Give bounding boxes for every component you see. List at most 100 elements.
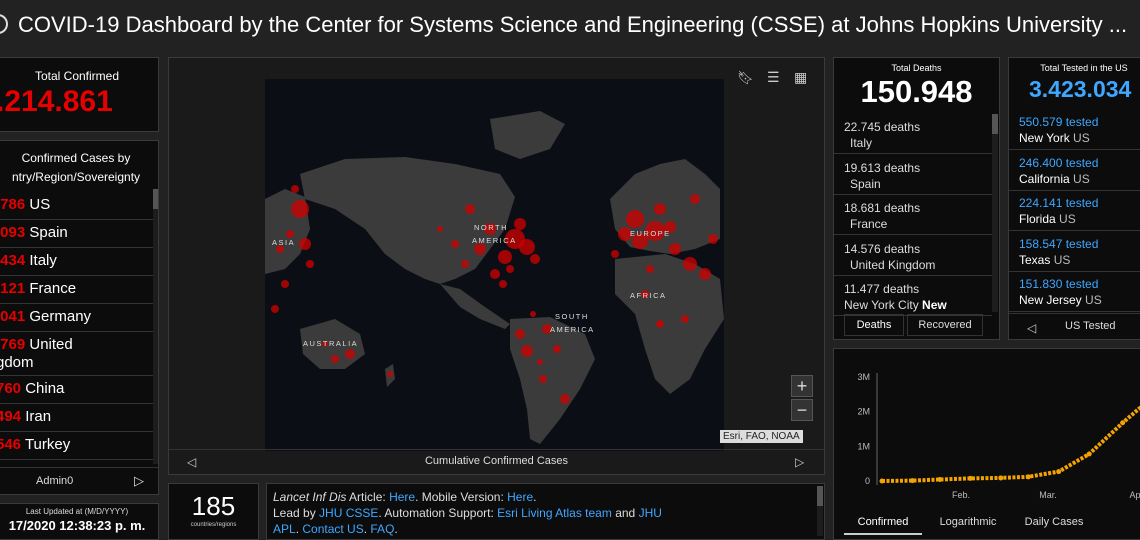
prev-arrow-icon[interactable]: ◁: [1027, 321, 1037, 335]
data-point[interactable]: [967, 475, 973, 481]
case-marker[interactable]: [387, 371, 393, 377]
tab-logarithmic[interactable]: Logarithmic: [939, 516, 997, 528]
deaths-list-item[interactable]: 18.681 deaths France: [834, 195, 992, 235]
tested-list-item[interactable]: 151.830 tested New Jersey US: [1009, 272, 1140, 312]
case-marker[interactable]: [683, 257, 697, 271]
case-marker[interactable]: [664, 221, 676, 233]
data-point[interactable]: [1056, 469, 1062, 475]
case-marker[interactable]: [461, 260, 469, 268]
case-marker[interactable]: [626, 210, 644, 228]
case-marker[interactable]: [521, 345, 533, 357]
tested-list-item[interactable]: 224.141 tested Florida US: [1009, 191, 1140, 231]
case-marker[interactable]: [514, 218, 526, 230]
contact-link[interactable]: Contact US: [302, 522, 364, 536]
next-arrow-icon[interactable]: ▷: [795, 455, 805, 469]
case-marker[interactable]: [654, 203, 666, 215]
country-list-item[interactable]: .041 Germany: [0, 304, 153, 332]
case-marker[interactable]: [291, 200, 309, 218]
case-marker[interactable]: [530, 254, 540, 264]
case-marker[interactable]: [499, 280, 507, 288]
data-point[interactable]: [1025, 474, 1031, 480]
country-list-item[interactable]: 494 Iran: [0, 404, 153, 432]
country-list-item[interactable]: .121 France: [0, 276, 153, 304]
case-marker[interactable]: [646, 265, 654, 273]
deaths-list-item[interactable]: 19.613 deaths Spain: [834, 155, 992, 195]
jhu-csse-link[interactable]: JHU CSSE: [319, 506, 379, 520]
qr-code-icon[interactable]: ▦: [794, 69, 808, 85]
case-marker[interactable]: [645, 221, 665, 241]
case-marker[interactable]: [519, 239, 535, 255]
country-list-scrollbar[interactable]: [153, 189, 158, 464]
country-list-item[interactable]: .093 Spain: [0, 220, 153, 248]
zoom-in-button[interactable]: +: [791, 375, 813, 397]
country-list-item[interactable]: 760 China: [0, 376, 153, 404]
list-icon[interactable]: ☰: [767, 69, 780, 85]
case-marker[interactable]: [345, 349, 355, 359]
map-view[interactable]: ASIA NORTH AMERICA EUROPE AFRICA SOUTH A…: [265, 79, 724, 451]
case-marker[interactable]: [542, 324, 552, 334]
case-marker[interactable]: [632, 233, 648, 249]
case-marker[interactable]: [286, 230, 294, 238]
data-point[interactable]: [879, 478, 885, 484]
case-marker[interactable]: [611, 250, 619, 258]
case-marker[interactable]: [539, 375, 547, 383]
tested-list-item[interactable]: 158.547 tested Texas US: [1009, 232, 1140, 272]
data-point[interactable]: [937, 477, 943, 483]
tested-list-item[interactable]: 550.579 tested New York US: [1009, 110, 1140, 150]
tab-deaths[interactable]: Deaths: [844, 314, 904, 336]
case-marker[interactable]: [506, 265, 514, 273]
case-marker[interactable]: [618, 227, 632, 241]
scrollbar-thumb[interactable]: [153, 189, 158, 209]
case-marker[interactable]: [474, 243, 486, 255]
deaths-scrollbar[interactable]: [992, 114, 998, 312]
case-marker[interactable]: [560, 394, 570, 404]
bookmark-icon[interactable]: 🔖︎: [737, 70, 754, 85]
case-marker[interactable]: [306, 260, 314, 268]
case-marker[interactable]: [708, 234, 718, 244]
case-marker[interactable]: [322, 341, 328, 347]
tab-daily-cases[interactable]: Daily Cases: [1024, 516, 1084, 528]
scrollbar-thumb[interactable]: [992, 114, 998, 134]
case-marker[interactable]: [669, 243, 681, 255]
apl-link[interactable]: APL: [273, 522, 296, 536]
case-marker[interactable]: [465, 204, 475, 214]
case-marker[interactable]: [451, 240, 459, 248]
case-marker[interactable]: [530, 311, 536, 317]
tested-list-item[interactable]: 246.400 tested California US: [1009, 151, 1140, 191]
menu-icon[interactable]: [0, 14, 8, 34]
data-point[interactable]: [998, 475, 1004, 481]
data-point[interactable]: [909, 478, 915, 484]
case-marker[interactable]: [690, 194, 700, 204]
tab-us-tested[interactable]: US Tested: [1065, 320, 1116, 332]
world-map[interactable]: [265, 79, 724, 451]
mobile-version-link[interactable]: Here: [507, 490, 534, 504]
zoom-out-button[interactable]: −: [791, 399, 813, 421]
case-marker[interactable]: [681, 315, 689, 323]
case-marker[interactable]: [291, 185, 299, 193]
next-arrow-icon[interactable]: ▷: [134, 473, 144, 488]
esri-link[interactable]: Esri Living Atlas team: [497, 506, 612, 520]
case-marker[interactable]: [515, 329, 525, 339]
case-marker[interactable]: [271, 305, 279, 313]
data-point[interactable]: [1086, 451, 1092, 457]
case-marker[interactable]: [656, 320, 664, 328]
tab-confirmed[interactable]: Confirmed: [844, 511, 922, 535]
admin0-tab[interactable]: Admin0: [36, 475, 74, 487]
case-marker[interactable]: [331, 355, 339, 363]
scrollbar-thumb[interactable]: [817, 486, 823, 506]
faq-link[interactable]: FAQ: [370, 522, 395, 536]
case-marker[interactable]: [641, 290, 649, 298]
case-marker[interactable]: [484, 223, 496, 235]
info-scrollbar[interactable]: [817, 486, 823, 536]
jhu-link[interactable]: JHU: [638, 506, 662, 520]
case-marker[interactable]: [437, 226, 443, 232]
country-list-item[interactable]: 546 Turkey: [0, 432, 153, 460]
data-point[interactable]: [1120, 420, 1126, 426]
case-marker[interactable]: [498, 250, 512, 264]
case-marker[interactable]: [490, 269, 500, 279]
deaths-list-item[interactable]: 11.477 deaths New York City New: [834, 276, 992, 316]
case-marker[interactable]: [699, 268, 711, 280]
country-list-item[interactable]: .769 Unitedgdom: [0, 332, 153, 376]
deaths-list-item[interactable]: 22.745 deaths Italy: [834, 114, 992, 154]
tab-recovered[interactable]: Recovered: [907, 314, 983, 336]
